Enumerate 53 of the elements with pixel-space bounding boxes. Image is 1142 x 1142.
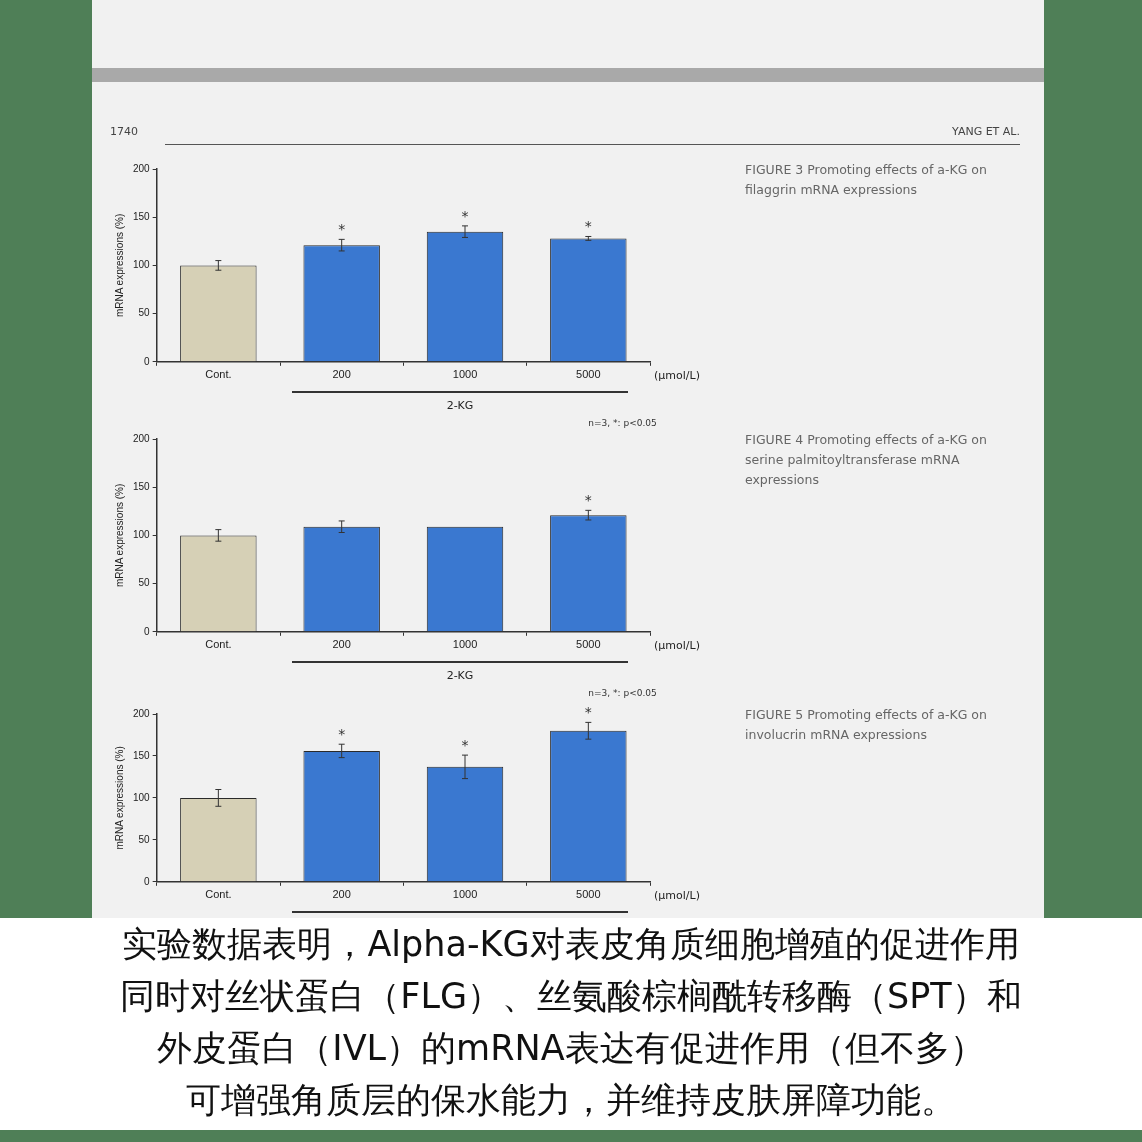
y-axis-title: mRNA expressions (%) [113,483,125,588]
x-tick-label: 5000 [576,888,601,901]
y-tick-label: 200 [133,707,151,719]
x-tick-label: 1000 [452,638,478,651]
x-tick-label: Cont. [205,638,232,651]
y-tick-label: 150 [133,749,151,761]
x-tick-label: 1000 [452,368,478,381]
text: YANG ET AL. [952,125,1020,138]
text: 外皮蛋白（IVL）的mRNA表达有促进作用（但不多） [156,1027,986,1070]
x-tick-label: Cont. [205,368,232,381]
text: 同时对丝状蛋白（FLG）、丝氨酸棕榈酰转移酶（SPT）和 [119,975,1023,1018]
text: 1740 [110,125,138,138]
y-tick-label: 150 [133,210,151,222]
x-axis-title: 2-KG [445,669,475,682]
y-axis-title: mRNA expressions (%) [113,213,125,318]
annotation: * [461,736,469,753]
text: n=3, *: p<0.05 [588,687,657,699]
x-tick-label: 1000 [452,888,478,901]
y-tick-label: 0 [144,875,151,887]
x-tick-label: Cont. [205,888,232,901]
x-tick-label: 200 [332,638,351,651]
x-tick-label: 200 [332,888,351,901]
x-tick-label: 200 [332,368,351,381]
y-tick-label: 0 [144,355,151,367]
y-tick-label: 50 [138,577,151,589]
text: (μmol/L) [654,638,700,652]
annotation: * [461,207,469,224]
caption: FIGURE 4 Promoting effects of a-KG on serine palmitoyltransferase mRNA expressions [745,431,988,489]
text: 可增强角质层的保水能力，并维持皮肤屏障功能。 [185,1079,957,1122]
y-tick-label: 0 [144,625,151,637]
y-tick-label: 100 [133,529,151,541]
y-tick-label: 200 [133,162,151,174]
y-tick-label: 150 [133,480,151,492]
caption: FIGURE 3 Promoting effects of a-KG on filaggrin mRNA expressions [745,161,988,199]
y-axis-title: mRNA expressions (%) [113,746,125,850]
y-tick-label: 50 [138,833,151,845]
x-tick-label: 5000 [576,368,601,381]
text: n=3, *: p<0.05 [588,417,657,429]
annotation: * [338,725,346,742]
text: (μmol/L) [654,368,700,382]
annotation: * [338,221,346,238]
annotation: * [584,491,592,508]
y-tick-label: 50 [138,307,151,319]
y-tick-label: 100 [133,791,151,803]
x-axis-title: 2-KG [445,399,475,412]
y-tick-label: 200 [133,432,151,444]
text: (μmol/L) [654,888,700,902]
annotation: * [584,704,592,721]
x-tick-label: 5000 [576,638,601,651]
annotation: * [584,218,592,235]
caption: FIGURE 5 Promoting effects of a-KG on involucrin mRNA expressions [745,706,988,744]
text: 实验数据表明，Alpha-KG对表皮角质细胞增殖的促进作用 [121,923,1021,966]
y-tick-label: 100 [133,259,151,271]
